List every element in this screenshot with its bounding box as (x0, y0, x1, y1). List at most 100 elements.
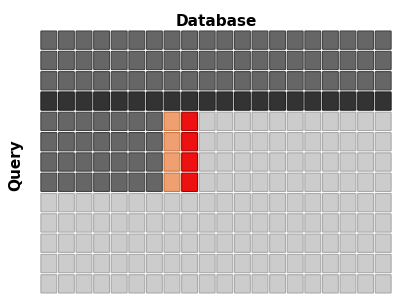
FancyBboxPatch shape (375, 112, 391, 130)
FancyBboxPatch shape (234, 51, 250, 70)
FancyBboxPatch shape (76, 254, 92, 273)
FancyBboxPatch shape (287, 234, 303, 252)
FancyBboxPatch shape (217, 214, 233, 232)
FancyBboxPatch shape (41, 194, 57, 212)
FancyBboxPatch shape (287, 275, 303, 293)
FancyBboxPatch shape (182, 194, 198, 212)
FancyBboxPatch shape (58, 31, 74, 49)
FancyBboxPatch shape (164, 234, 180, 252)
FancyBboxPatch shape (270, 31, 286, 49)
FancyBboxPatch shape (164, 112, 180, 130)
FancyBboxPatch shape (182, 173, 198, 191)
FancyBboxPatch shape (146, 72, 162, 90)
FancyBboxPatch shape (375, 72, 391, 90)
FancyBboxPatch shape (58, 275, 74, 293)
FancyBboxPatch shape (146, 234, 162, 252)
FancyBboxPatch shape (94, 234, 110, 252)
FancyBboxPatch shape (270, 275, 286, 293)
FancyBboxPatch shape (146, 275, 162, 293)
FancyBboxPatch shape (375, 51, 391, 70)
FancyBboxPatch shape (305, 173, 321, 191)
FancyBboxPatch shape (146, 92, 162, 110)
FancyBboxPatch shape (146, 173, 162, 191)
FancyBboxPatch shape (287, 254, 303, 273)
FancyBboxPatch shape (340, 72, 356, 90)
FancyBboxPatch shape (199, 153, 215, 171)
FancyBboxPatch shape (340, 92, 356, 110)
FancyBboxPatch shape (305, 275, 321, 293)
FancyBboxPatch shape (41, 214, 57, 232)
FancyBboxPatch shape (199, 254, 215, 273)
FancyBboxPatch shape (234, 214, 250, 232)
FancyBboxPatch shape (182, 51, 198, 70)
FancyBboxPatch shape (164, 72, 180, 90)
Text: Query: Query (8, 139, 24, 191)
FancyBboxPatch shape (94, 112, 110, 130)
FancyBboxPatch shape (111, 275, 127, 293)
FancyBboxPatch shape (358, 254, 374, 273)
FancyBboxPatch shape (182, 133, 198, 151)
FancyBboxPatch shape (111, 72, 127, 90)
FancyBboxPatch shape (94, 153, 110, 171)
FancyBboxPatch shape (217, 112, 233, 130)
FancyBboxPatch shape (358, 234, 374, 252)
FancyBboxPatch shape (270, 153, 286, 171)
FancyBboxPatch shape (58, 254, 74, 273)
FancyBboxPatch shape (375, 153, 391, 171)
FancyBboxPatch shape (111, 92, 127, 110)
FancyBboxPatch shape (270, 133, 286, 151)
FancyBboxPatch shape (322, 173, 338, 191)
FancyBboxPatch shape (305, 153, 321, 171)
FancyBboxPatch shape (322, 234, 338, 252)
FancyBboxPatch shape (270, 214, 286, 232)
FancyBboxPatch shape (340, 194, 356, 212)
FancyBboxPatch shape (129, 275, 145, 293)
FancyBboxPatch shape (217, 153, 233, 171)
FancyBboxPatch shape (164, 92, 180, 110)
FancyBboxPatch shape (270, 92, 286, 110)
FancyBboxPatch shape (358, 133, 374, 151)
FancyBboxPatch shape (182, 234, 198, 252)
FancyBboxPatch shape (76, 51, 92, 70)
FancyBboxPatch shape (182, 92, 198, 110)
FancyBboxPatch shape (199, 275, 215, 293)
FancyBboxPatch shape (76, 92, 92, 110)
FancyBboxPatch shape (199, 51, 215, 70)
FancyBboxPatch shape (252, 153, 268, 171)
FancyBboxPatch shape (182, 72, 198, 90)
FancyBboxPatch shape (234, 31, 250, 49)
FancyBboxPatch shape (340, 214, 356, 232)
FancyBboxPatch shape (146, 254, 162, 273)
FancyBboxPatch shape (252, 72, 268, 90)
FancyBboxPatch shape (322, 275, 338, 293)
FancyBboxPatch shape (287, 214, 303, 232)
FancyBboxPatch shape (164, 133, 180, 151)
FancyBboxPatch shape (305, 254, 321, 273)
FancyBboxPatch shape (375, 173, 391, 191)
FancyBboxPatch shape (41, 153, 57, 171)
FancyBboxPatch shape (234, 153, 250, 171)
FancyBboxPatch shape (129, 72, 145, 90)
FancyBboxPatch shape (234, 275, 250, 293)
FancyBboxPatch shape (252, 194, 268, 212)
FancyBboxPatch shape (234, 194, 250, 212)
FancyBboxPatch shape (358, 112, 374, 130)
FancyBboxPatch shape (217, 275, 233, 293)
FancyBboxPatch shape (287, 112, 303, 130)
FancyBboxPatch shape (111, 153, 127, 171)
FancyBboxPatch shape (129, 133, 145, 151)
FancyBboxPatch shape (76, 153, 92, 171)
FancyBboxPatch shape (146, 153, 162, 171)
FancyBboxPatch shape (41, 92, 57, 110)
FancyBboxPatch shape (340, 133, 356, 151)
FancyBboxPatch shape (305, 133, 321, 151)
FancyBboxPatch shape (252, 92, 268, 110)
FancyBboxPatch shape (129, 194, 145, 212)
FancyBboxPatch shape (129, 234, 145, 252)
FancyBboxPatch shape (129, 31, 145, 49)
FancyBboxPatch shape (164, 275, 180, 293)
FancyBboxPatch shape (270, 194, 286, 212)
FancyBboxPatch shape (129, 214, 145, 232)
FancyBboxPatch shape (94, 275, 110, 293)
FancyBboxPatch shape (94, 92, 110, 110)
